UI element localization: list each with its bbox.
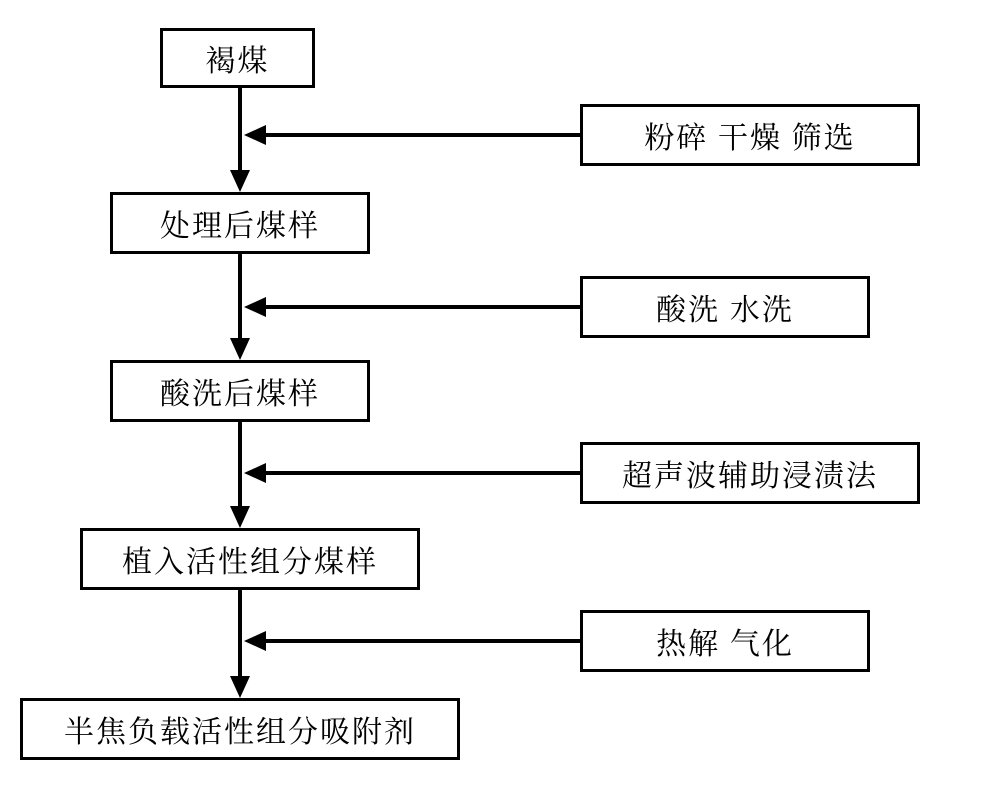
node-label: 酸洗后煤样 bbox=[160, 376, 320, 406]
node-label: 处理后煤样 bbox=[160, 208, 320, 238]
node-acid-washed-sample: 酸洗后煤样 bbox=[110, 360, 370, 422]
node-lignite: 褐煤 bbox=[160, 28, 315, 88]
op-ultrasonic-impreg: 超声波辅助浸渍法 bbox=[580, 442, 920, 504]
node-label: 粉碎 干燥 筛选 bbox=[644, 120, 855, 150]
node-label: 半焦负载活性组分吸附剂 bbox=[64, 714, 416, 744]
node-label: 超声波辅助浸渍法 bbox=[622, 458, 878, 488]
node-processed-sample: 处理后煤样 bbox=[110, 192, 370, 254]
op-acid-water-wash: 酸洗 水洗 bbox=[580, 276, 870, 338]
node-label: 热解 气化 bbox=[656, 626, 794, 656]
node-label: 酸洗 水洗 bbox=[656, 292, 794, 322]
op-pyrolysis-gasify: 热解 气化 bbox=[580, 610, 870, 672]
node-label: 褐煤 bbox=[206, 43, 270, 73]
node-semicoke-adsorbent: 半焦负载活性组分吸附剂 bbox=[20, 698, 460, 760]
node-label: 植入活性组分煤样 bbox=[122, 544, 378, 574]
node-implanted-sample: 植入活性组分煤样 bbox=[80, 528, 420, 590]
op-crush-dry-sieve: 粉碎 干燥 筛选 bbox=[580, 104, 920, 166]
